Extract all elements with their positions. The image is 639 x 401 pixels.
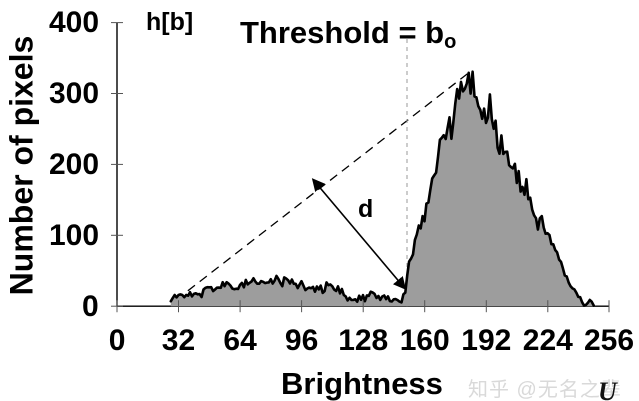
svg-text:U: U <box>598 378 618 401</box>
